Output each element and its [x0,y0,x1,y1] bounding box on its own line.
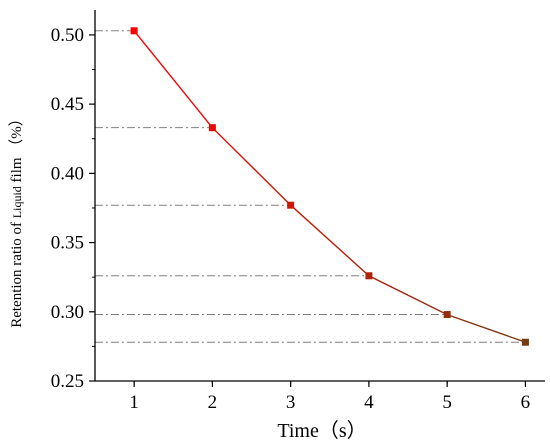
y-tick-label: 0.40 [51,163,84,184]
data-point-6 [521,338,529,346]
y-tick-label: 0.35 [51,233,84,254]
x-tick-label: 2 [208,392,218,413]
x-tick-label: 5 [442,392,452,413]
data-point-5 [443,311,451,319]
y-axis-label: Retention ratio of Liquid film （%） [8,111,25,328]
y-tick-label: 0.30 [51,302,84,323]
y-tick-label: 0.50 [51,25,84,46]
x-tick-label: 6 [521,392,531,413]
y-axis-label-part: Retention ratio of [9,218,25,328]
data-series [130,27,529,346]
y-tick-label: 0.45 [51,94,84,115]
tick-labels: 0.25 0.30 0.35 0.40 0.45 0.50 1 2 3 4 5 6 [51,25,530,413]
x-tick-label: 1 [129,392,139,413]
axes [94,10,545,382]
data-point-4 [365,272,373,280]
y-axis-label-part: film （%） [8,111,25,186]
data-point-1 [130,27,138,35]
data-point-2 [208,124,216,132]
x-axis-label: Time（s） [277,419,366,442]
data-point-3 [287,201,295,209]
tick-marks [89,34,527,387]
x-tick-label: 4 [364,392,374,413]
x-tick-label: 3 [286,392,296,413]
series-line [133,30,526,343]
y-tick-label: 0.25 [51,371,84,392]
reference-lines [95,30,526,343]
y-axis-label-part: Liquid [10,186,24,218]
axis-labels: Time（s） Retention ratio of Liquid film （%… [8,111,367,442]
